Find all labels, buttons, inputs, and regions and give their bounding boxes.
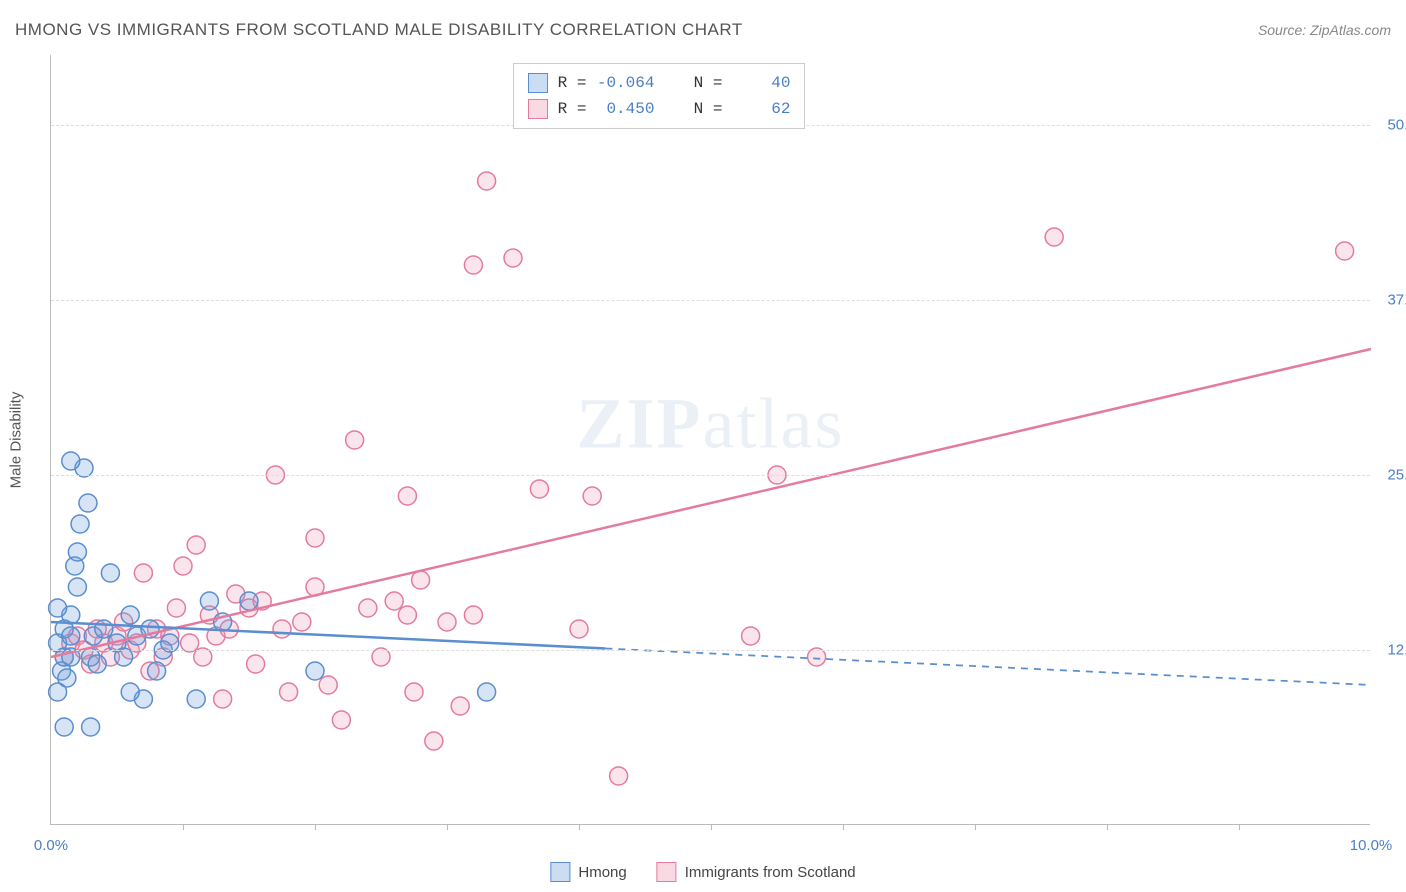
n-label: N =	[694, 70, 723, 96]
trend-line	[51, 349, 1371, 657]
data-point	[438, 613, 456, 631]
data-point	[346, 431, 364, 449]
data-point	[306, 529, 324, 547]
data-point	[451, 697, 469, 715]
data-point	[214, 690, 232, 708]
data-point	[101, 564, 119, 582]
chart-source: Source: ZipAtlas.com	[1258, 22, 1391, 38]
data-point	[398, 606, 416, 624]
data-point	[71, 515, 89, 533]
data-point	[504, 249, 522, 267]
x-tick-label: 0.0%	[34, 837, 68, 854]
scatter-plot	[51, 55, 1370, 824]
x-tick	[183, 824, 184, 830]
data-point	[398, 487, 416, 505]
data-point	[95, 620, 113, 638]
data-point	[167, 599, 185, 617]
data-point	[293, 613, 311, 631]
data-point	[88, 655, 106, 673]
legend-row-hmong: R = -0.064 N = 40	[528, 70, 791, 96]
x-tick-label: 10.0%	[1350, 837, 1393, 854]
gridline	[51, 300, 1370, 301]
data-point	[464, 606, 482, 624]
data-point	[412, 571, 430, 589]
swatch-hmong	[528, 73, 548, 93]
hmong-n-value: 40	[732, 70, 790, 96]
data-point	[273, 620, 291, 638]
chart-title: HMONG VS IMMIGRANTS FROM SCOTLAND MALE D…	[15, 20, 743, 40]
data-point	[464, 256, 482, 274]
data-point	[62, 627, 80, 645]
x-tick	[975, 824, 976, 830]
y-tick-label: 50.0%	[1375, 117, 1406, 134]
y-axis-title: Male Disability	[8, 391, 25, 488]
x-tick	[579, 824, 580, 830]
x-tick	[1107, 824, 1108, 830]
data-point	[1336, 242, 1354, 260]
data-point	[247, 655, 265, 673]
data-point	[385, 592, 403, 610]
x-tick	[1239, 824, 1240, 830]
data-point	[68, 578, 86, 596]
scotland-r-value: 0.450	[596, 96, 654, 122]
data-point	[742, 627, 760, 645]
hmong-r-value: -0.064	[596, 70, 654, 96]
data-point	[174, 557, 192, 575]
r-label: R =	[558, 96, 587, 122]
data-point	[359, 599, 377, 617]
swatch-scotland-icon	[657, 862, 677, 882]
y-tick-label: 37.5%	[1375, 292, 1406, 309]
data-point	[187, 536, 205, 554]
chart-area: Male Disability ZIPatlas R = -0.064 N = …	[50, 55, 1370, 825]
swatch-hmong-icon	[550, 862, 570, 882]
data-point	[82, 718, 100, 736]
legend-correlation: R = -0.064 N = 40 R = 0.450 N = 62	[513, 63, 806, 129]
x-tick	[843, 824, 844, 830]
n-label: N =	[694, 96, 723, 122]
x-tick	[315, 824, 316, 830]
data-point	[79, 494, 97, 512]
data-point	[478, 172, 496, 190]
data-point	[478, 683, 496, 701]
data-point	[570, 620, 588, 638]
data-point	[1045, 228, 1063, 246]
data-point	[610, 767, 628, 785]
legend-label-scotland: Immigrants from Scotland	[685, 864, 856, 881]
legend-item-hmong: Hmong	[550, 862, 626, 882]
data-point	[319, 676, 337, 694]
data-point	[306, 662, 324, 680]
data-point	[200, 592, 218, 610]
data-point	[148, 662, 166, 680]
data-point	[68, 543, 86, 561]
data-point	[187, 690, 205, 708]
data-point	[121, 683, 139, 701]
y-tick-label: 12.5%	[1375, 642, 1406, 659]
x-tick	[447, 824, 448, 830]
gridline	[51, 650, 1370, 651]
data-point	[280, 683, 298, 701]
data-point	[530, 480, 548, 498]
data-point	[62, 452, 80, 470]
r-label: R =	[558, 70, 587, 96]
trend-line-dashed	[605, 648, 1371, 685]
y-tick-label: 25.0%	[1375, 467, 1406, 484]
data-point	[55, 718, 73, 736]
swatch-scotland	[528, 99, 548, 119]
data-point	[405, 683, 423, 701]
legend-item-scotland: Immigrants from Scotland	[657, 862, 856, 882]
data-point	[583, 487, 601, 505]
data-point	[332, 711, 350, 729]
legend-series: Hmong Immigrants from Scotland	[550, 862, 855, 882]
gridline	[51, 475, 1370, 476]
data-point	[134, 564, 152, 582]
legend-row-scotland: R = 0.450 N = 62	[528, 96, 791, 122]
data-point	[240, 592, 258, 610]
data-point	[49, 599, 67, 617]
x-tick	[711, 824, 712, 830]
data-point	[49, 683, 67, 701]
legend-label-hmong: Hmong	[578, 864, 626, 881]
data-point	[425, 732, 443, 750]
data-point	[121, 606, 139, 624]
scotland-n-value: 62	[732, 96, 790, 122]
